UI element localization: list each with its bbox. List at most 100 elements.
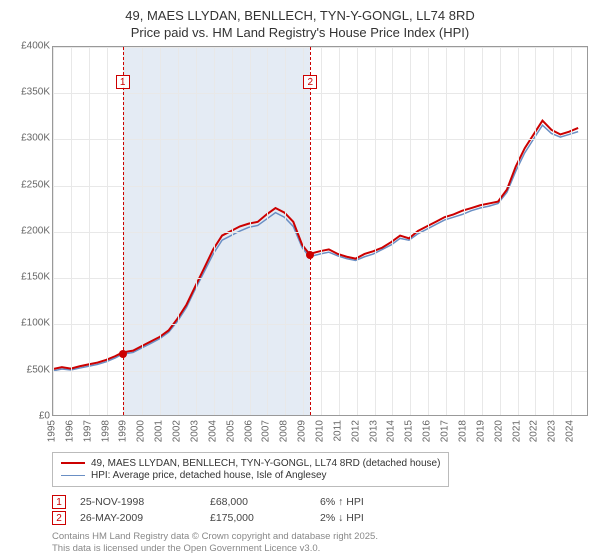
gridline-v (71, 47, 72, 415)
y-tick-label: £200K (21, 225, 50, 236)
gridline-v (89, 47, 90, 415)
gridline-v (446, 47, 447, 415)
title-line-2: Price paid vs. HM Land Registry's House … (12, 25, 588, 42)
y-tick-label: £300K (21, 133, 50, 144)
event-date: 25-NOV-1998 (80, 496, 210, 508)
y-tick-label: £150K (21, 272, 50, 283)
footer-line-2: This data is licensed under the Open Gov… (52, 543, 588, 555)
event-price: £175,000 (210, 512, 320, 524)
gridline-h (53, 324, 587, 325)
gridline-v (535, 47, 536, 415)
legend-row: 49, MAES LLYDAN, BENLLECH, TYN-Y-GONGL, … (61, 458, 440, 469)
gridline-v (357, 47, 358, 415)
reference-dot (306, 251, 314, 259)
gridline-v (482, 47, 483, 415)
gridline-v (518, 47, 519, 415)
gridline-v (392, 47, 393, 415)
x-tick-label: 1995 (47, 420, 58, 442)
x-tick-label: 2011 (332, 420, 343, 442)
x-tick-label: 1998 (100, 420, 111, 442)
gridline-h (53, 93, 587, 94)
x-tick-label: 2000 (136, 420, 147, 442)
gridline-h (53, 278, 587, 279)
x-tick-label: 1997 (82, 420, 93, 442)
footer-attribution: Contains HM Land Registry data © Crown c… (52, 531, 588, 556)
x-tick-label: 1996 (64, 420, 75, 442)
gridline-v (250, 47, 251, 415)
y-tick-label: £350K (21, 87, 50, 98)
gridline-v (321, 47, 322, 415)
gridline-v (410, 47, 411, 415)
x-tick-label: 2012 (350, 420, 361, 442)
gridline-v (178, 47, 179, 415)
y-tick-label: £50K (27, 364, 50, 375)
event-row: 1 25-NOV-1998£68,0006% ↑ HPI (52, 495, 588, 509)
legend-label: 49, MAES LLYDAN, BENLLECH, TYN-Y-GONGL, … (91, 458, 440, 469)
legend-label: HPI: Average price, detached house, Isle… (91, 470, 327, 481)
x-tick-label: 2001 (154, 420, 165, 442)
legend-box: 49, MAES LLYDAN, BENLLECH, TYN-Y-GONGL, … (52, 452, 449, 487)
x-tick-label: 2021 (511, 420, 522, 442)
x-tick-label: 2002 (172, 420, 183, 442)
x-tick-label: 2017 (440, 420, 451, 442)
gridline-v (142, 47, 143, 415)
reference-line (123, 47, 124, 415)
x-tick-label: 2020 (493, 420, 504, 442)
gridline-v (303, 47, 304, 415)
gridline-h (53, 139, 587, 140)
x-tick-label: 2007 (261, 420, 272, 442)
gridline-v (553, 47, 554, 415)
event-row: 2 26-MAY-2009£175,0002% ↓ HPI (52, 511, 588, 525)
y-axis: £0£50K£100K£150K£200K£250K£300K£350K£400… (12, 46, 52, 416)
x-tick-label: 2015 (404, 420, 415, 442)
reference-marker: 2 (303, 75, 317, 89)
x-tick-label: 2013 (368, 420, 379, 442)
gridline-v (428, 47, 429, 415)
chart-title: 49, MAES LLYDAN, BENLLECH, TYN-Y-GONGL, … (12, 8, 588, 42)
event-marker-box: 1 (52, 495, 66, 509)
x-tick-label: 2023 (547, 420, 558, 442)
y-tick-label: £100K (21, 318, 50, 329)
chart-container: 49, MAES LLYDAN, BENLLECH, TYN-Y-GONGL, … (0, 0, 600, 559)
legend-swatch (61, 475, 85, 476)
y-tick-label: £250K (21, 179, 50, 190)
chart-area: £0£50K£100K£150K£200K£250K£300K£350K£400… (12, 46, 588, 446)
x-tick-label: 1999 (118, 420, 129, 442)
gridline-v (464, 47, 465, 415)
x-tick-label: 2018 (457, 420, 468, 442)
x-tick-label: 2008 (279, 420, 290, 442)
gridline-v (375, 47, 376, 415)
x-tick-label: 2005 (225, 420, 236, 442)
x-tick-label: 2003 (189, 420, 200, 442)
x-tick-label: 2009 (297, 420, 308, 442)
gridline-v (339, 47, 340, 415)
event-price: £68,000 (210, 496, 320, 508)
x-tick-label: 2016 (422, 420, 433, 442)
gridline-v (214, 47, 215, 415)
event-pct: 6% ↑ HPI (320, 496, 364, 508)
x-tick-label: 2006 (243, 420, 254, 442)
title-line-1: 49, MAES LLYDAN, BENLLECH, TYN-Y-GONGL, … (12, 8, 588, 25)
gridline-h (53, 186, 587, 187)
event-pct: 2% ↓ HPI (320, 512, 364, 524)
gridline-h (53, 47, 587, 48)
plot-area: 12 (52, 46, 588, 416)
legend-swatch (61, 462, 85, 464)
x-tick-label: 2022 (529, 420, 540, 442)
footer-line-1: Contains HM Land Registry data © Crown c… (52, 531, 588, 543)
gridline-v (267, 47, 268, 415)
reference-line (310, 47, 311, 415)
gridline-h (53, 232, 587, 233)
legend-row: HPI: Average price, detached house, Isle… (61, 470, 440, 481)
x-tick-label: 2004 (207, 420, 218, 442)
gridline-v (107, 47, 108, 415)
reference-marker: 1 (116, 75, 130, 89)
gridline-v (285, 47, 286, 415)
reference-dot (119, 350, 127, 358)
gridline-h (53, 371, 587, 372)
gridline-v (160, 47, 161, 415)
line-series-svg (53, 47, 587, 415)
event-date: 26-MAY-2009 (80, 512, 210, 524)
event-marker-box: 2 (52, 511, 66, 525)
event-table: 1 25-NOV-1998£68,0006% ↑ HPI 2 26-MAY-2009£… (52, 495, 588, 525)
